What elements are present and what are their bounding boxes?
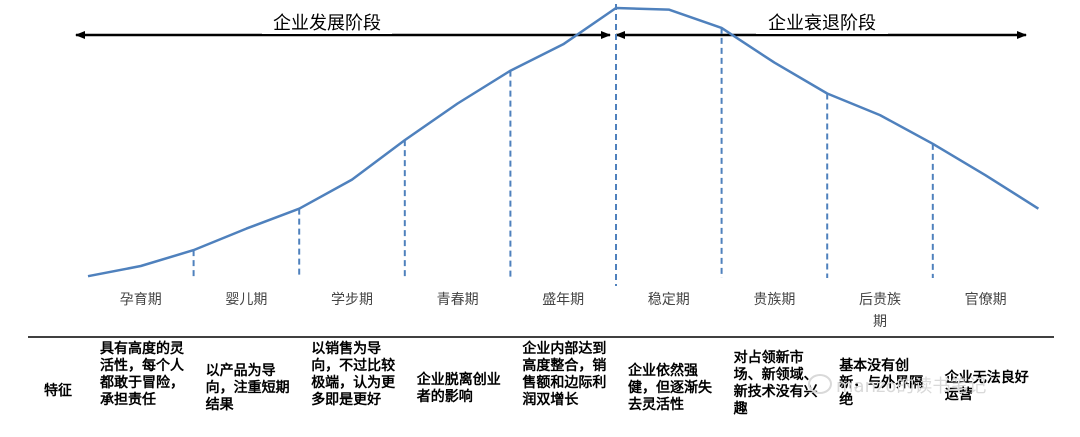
stage-label: 官僚期 xyxy=(965,292,1007,308)
feature-cell: 基本没有创新，与外界隔绝 xyxy=(839,358,924,408)
watermark: manzo的读书笔记 xyxy=(808,372,986,398)
stage-label: 后贵族期 xyxy=(859,292,901,330)
feature-cell: 企业无法良好运营 xyxy=(944,370,1029,403)
feature-cell: 对占领新市场、新领域、新技术没有兴趣 xyxy=(733,350,818,417)
stage-label: 青春期 xyxy=(437,292,479,308)
stage-label: 盛年期 xyxy=(542,292,584,308)
stage-label: 贵族期 xyxy=(753,292,795,308)
decline-phase-label: 企业衰退阶段 xyxy=(768,13,876,34)
stage-label: 孕育期 xyxy=(120,292,162,308)
wechat-icon xyxy=(808,374,832,394)
feature-row-header: 特征 xyxy=(44,383,72,399)
stage-label: 婴儿期 xyxy=(225,292,267,308)
feature-cell: 企业内部达到高度整合，销售额和边际利润双增长 xyxy=(522,341,607,408)
stage-label: 学步期 xyxy=(331,292,373,308)
feature-cell: 企业脱离创业者的影响 xyxy=(416,372,501,405)
growth-phase-label: 企业发展阶段 xyxy=(273,13,381,34)
feature-cell: 企业依然强健，但逐渐失去灵活性 xyxy=(628,363,712,413)
feature-cell: 以产品为导向，注重短期结果 xyxy=(205,363,290,413)
feature-cell: 具有高度的灵活性，每个人都敢于冒险，承担责任 xyxy=(100,341,184,408)
stage-label: 稳定期 xyxy=(648,292,690,308)
watermark-text: manzo的读书笔记 xyxy=(836,376,987,397)
lifecycle-curve xyxy=(87,6,1040,278)
feature-cell: 以销售为导向，不过比较极端，认为更多即是更好 xyxy=(311,341,396,408)
